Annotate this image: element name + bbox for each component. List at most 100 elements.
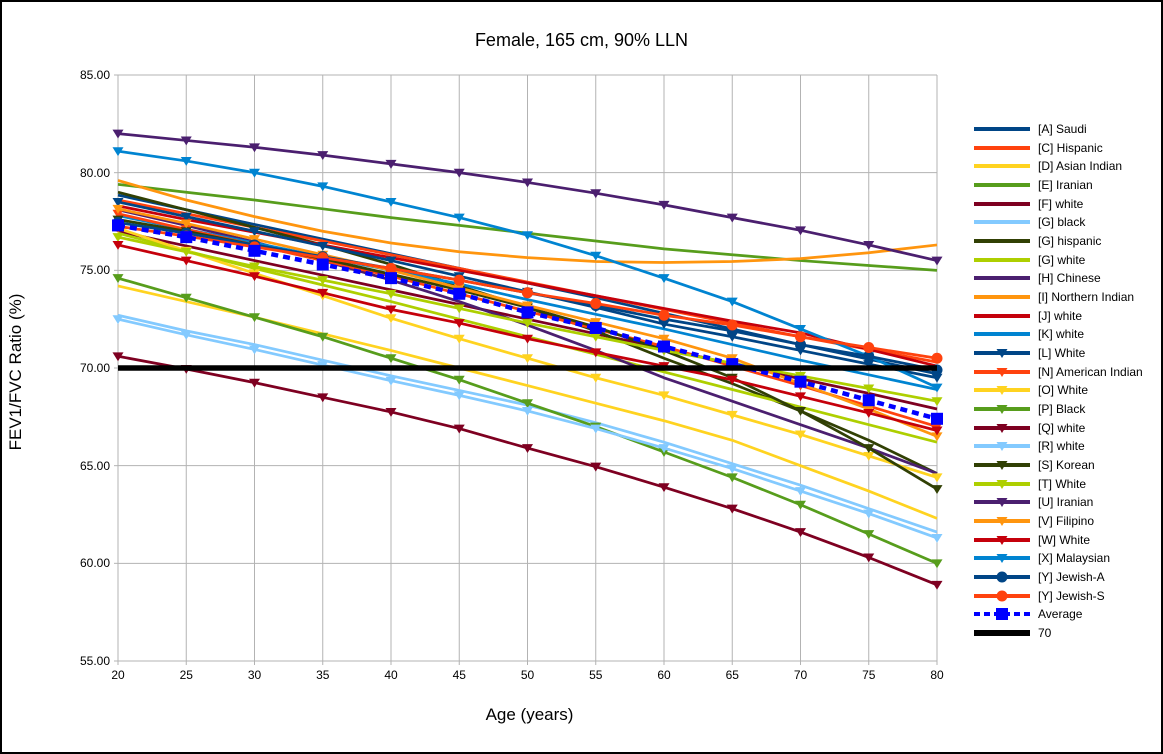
legend-swatch-r-white [974,442,1030,452]
legend-label-p-black: [P] Black [1038,402,1086,417]
legend-swatch-l-white [974,349,1030,358]
legend-item-j-white: [J] white [973,307,1082,325]
legend-label-d-asian-indian: [D] Asian Indian [1038,159,1123,174]
chart-title: Female, 165 cm, 90% LLN [474,30,689,50]
legend-item-r-white: [R] white [973,437,1085,455]
legend-swatch-u-iranian [974,498,1030,508]
legend-swatch-o-white [974,386,1030,396]
legend-item-g-white: [G] white [973,251,1085,269]
legend-swatch-g-white [974,257,1030,262]
legend-item-y-jewish-s: [Y] Jewish-S [973,587,1105,605]
x-tick-label: 75 [862,668,876,682]
legend-item-t-white: [T] White [973,475,1086,493]
x-tick-label: 60 [657,668,671,682]
y-tick-label: 80.00 [79,165,110,180]
legend-item-e-iranian: [E] Iranian [973,176,1093,194]
legend-swatch-f-white [974,201,1030,206]
y-tick-label: 55.00 [79,654,110,668]
legend-label-c-hispanic: [C] Hispanic [1038,140,1103,155]
legend-label-g-hispanic: [G] hispanic [1038,234,1102,249]
legend-label-u-iranian: [U] Iranian [1038,495,1094,510]
legend-swatch-g-black [974,220,1030,225]
x-tick-label: 80 [930,668,944,682]
legend-item-i-northern-indian: [I] Northern Indian [973,288,1134,306]
legend-swatch-d-asian-indian [974,164,1030,169]
legend-swatch-j-white [974,313,1030,318]
legend-label-seventy: 70 [1038,626,1052,641]
legend-item-q-white: [Q] white [973,419,1085,437]
x-axis-title: Age (years) [485,705,574,724]
legend-label-y-jewish-s: [Y] Jewish-S [1038,588,1105,603]
legend-label-i-northern-indian: [I] Northern Indian [1038,290,1135,305]
legend-swatch-v-filipino [974,517,1030,527]
legend-label-f-white: [F] white [1038,196,1084,211]
legend-item-y-jewish-a: [Y] Jewish-A [973,568,1105,586]
legend-swatch-g-hispanic [974,239,1030,244]
legend-label-l-white: [L] White [1038,346,1086,361]
x-tick-label: 65 [725,668,739,682]
legend-item-k-white: [K] white [973,325,1084,343]
legend-swatch-seventy [974,630,1030,637]
legend-swatch-n-american-indian [974,367,1030,377]
legend-label-y-jewish-a: [Y] Jewish-A [1038,570,1105,585]
x-tick-label: 50 [520,668,535,682]
legend-swatch-c-hispanic [974,145,1030,150]
series-r-white [112,315,943,543]
legend-swatch-h-chinese [974,276,1030,281]
legend-item-h-chinese: [H] Chinese [973,269,1101,287]
legend-label-g-white: [G] white [1038,252,1086,267]
legend-label-h-chinese: [H] Chinese [1038,271,1101,286]
legend-item-l-white: [L] White [973,344,1085,362]
legend-label-g-black: [G] black [1038,215,1086,230]
y-tick-label: 70.00 [79,361,110,375]
series-i-northern-indian [117,179,938,264]
legend-item-w-white: [W] White [973,531,1090,549]
legend-item-d-asian-indian: [D] Asian Indian [973,157,1122,175]
x-tick-label: 35 [316,668,330,682]
legend-item-average: Average [973,605,1082,623]
legend-item-o-white: [O] White [973,381,1088,399]
legend-swatch-w-white [974,535,1030,545]
legend-swatch-k-white [974,332,1030,337]
series-w-white [112,240,943,436]
x-tick-label: 40 [384,668,398,682]
legend-swatch-e-iranian [974,183,1030,187]
legend-label-e-iranian: [E] Iranian [1038,178,1093,192]
legend-item-seventy: 70 [973,624,1051,642]
legend-item-g-hispanic: [G] hispanic [973,232,1101,250]
legend-item-u-iranian: [U] Iranian [973,493,1093,511]
legend-swatch-p-black [974,405,1030,414]
x-tick-label: 30 [247,668,262,682]
legend-swatch-y-jewish-s [974,590,1030,602]
legend-swatch-q-white [974,423,1030,433]
legend-label-q-white: [Q] white [1038,420,1086,435]
legend-swatch-s-korean [974,461,1030,470]
x-tick-label: 70 [793,668,808,682]
legend-item-c-hispanic: [C] Hispanic [973,139,1103,157]
x-tick-label: 55 [589,668,603,682]
legend-label-j-white: [J] white [1038,308,1083,323]
y-tick-label: 60.00 [79,556,110,571]
legend-item-n-american-indian: [N] American Indian [973,363,1143,381]
legend-item-x-malaysian: [X] Malaysian [973,549,1110,567]
legend-swatch-i-northern-indian [974,295,1030,300]
legend-label-s-korean: [S] Korean [1038,458,1095,473]
series-average [112,219,943,425]
legend-item-p-black: [P] Black [973,400,1085,418]
y-tick-label: 65.00 [79,458,110,473]
y-tick-label: 85.00 [79,68,110,82]
legend-label-r-white: [R] white [1038,439,1085,454]
x-tick-label: 20 [111,668,125,682]
legend-item-s-korean: [S] Korean [973,456,1095,474]
legend-item-g-black: [G] black [973,213,1085,231]
legend-label-o-white: [O] White [1038,383,1089,398]
series-u-iranian [112,129,943,266]
legend-label-average: Average [1038,607,1083,622]
legend-label-v-filipino: [V] Filipino [1038,514,1095,529]
legend-swatch-t-white [974,479,1030,489]
legend-swatch-y-jewish-a [974,571,1030,583]
legend-swatch-x-malaysian [974,554,1030,564]
legend-item-a-saudi: [A] Saudi [973,120,1087,138]
